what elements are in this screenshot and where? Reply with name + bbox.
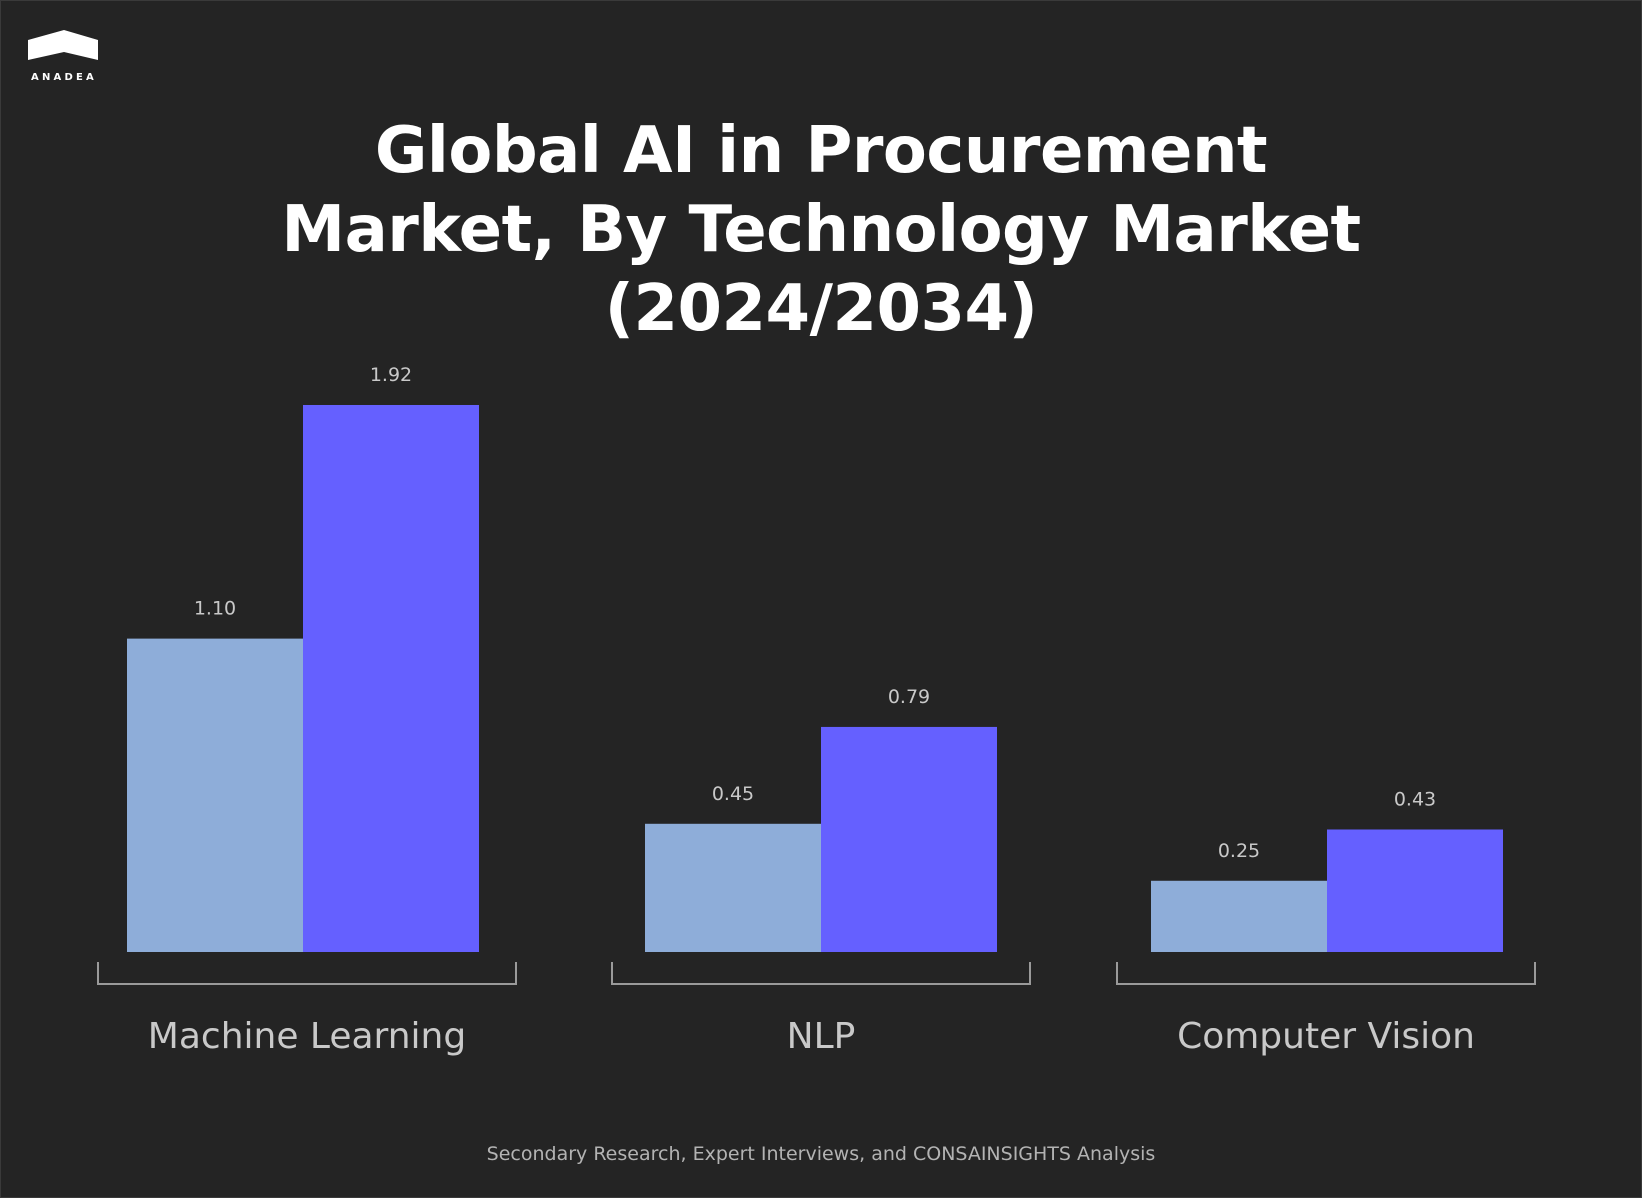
chart-title: Global AI in Procurement Market, By Tech… — [0, 112, 1642, 349]
data-label-2-0: 0.25 — [1218, 840, 1260, 862]
category-label-1: NLP — [787, 1016, 856, 1057]
data-label-0-1: 1.92 — [370, 364, 412, 386]
bar-1-1 — [821, 726, 997, 952]
data-label-0-0: 1.10 — [194, 598, 236, 620]
title-line-1: Global AI in Procurement — [374, 114, 1268, 188]
bar-2-1 — [1327, 829, 1503, 952]
category-bracket-2 — [1116, 962, 1536, 985]
data-label-1-0: 0.45 — [712, 783, 754, 805]
source-note: Secondary Research, Expert Interviews, a… — [486, 1143, 1156, 1165]
bar-2-0 — [1151, 880, 1327, 952]
category-label-2: Computer Vision — [1177, 1016, 1475, 1057]
data-label-1-1: 0.79 — [888, 686, 930, 708]
category-bracket-1 — [611, 962, 1031, 985]
bar-1-0 — [645, 823, 821, 952]
category-label-0: Machine Learning — [148, 1016, 466, 1057]
title-line-3: (2024/2034) — [604, 272, 1038, 346]
bar-0-0 — [127, 638, 303, 952]
bar-0-1 — [303, 404, 479, 952]
house-logo-icon — [28, 30, 98, 60]
title-line-2: Market, By Technology Market — [281, 193, 1361, 267]
anadea-logo: ANADEA — [28, 28, 100, 88]
category-bracket-0 — [97, 962, 517, 985]
data-label-2-1: 0.43 — [1394, 788, 1436, 810]
logo-text: ANADEA — [31, 72, 97, 83]
